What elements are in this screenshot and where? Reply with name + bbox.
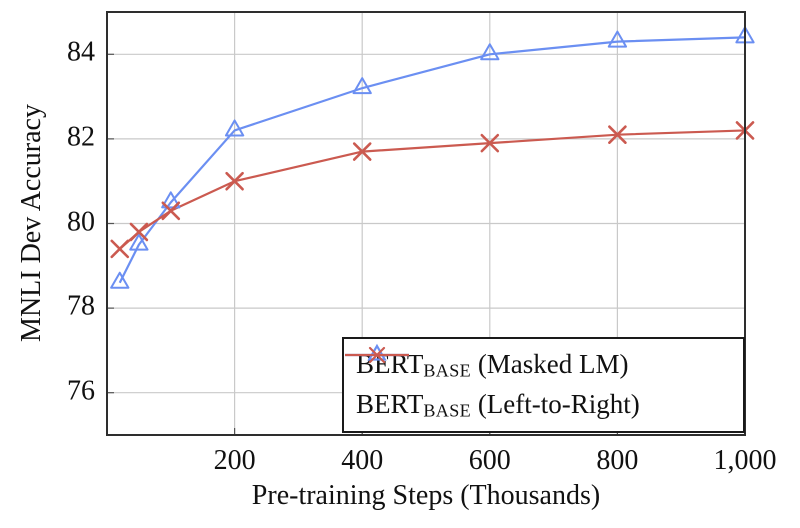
triangle-marker-icon	[367, 343, 387, 361]
triangle-marker-icon	[607, 30, 628, 48]
x-marker-icon	[368, 346, 386, 364]
triangle-marker-icon	[352, 77, 372, 95]
x-axis-title: Pre-training Steps (Thousands)	[251, 480, 601, 511]
series-line	[118, 36, 746, 284]
x-marker-icon	[480, 133, 500, 153]
triangle-marker-icon	[110, 271, 130, 289]
y-tick-label: 84	[67, 36, 95, 68]
y-tick-label: 82	[67, 121, 95, 153]
x-tick-label: 1,000	[713, 445, 777, 476]
x-tick-label: 400	[341, 445, 384, 476]
legend: BERTBASE (Masked LM) BERTBASE (Left-to-Ri…	[342, 337, 745, 433]
y-tick-label: 80	[67, 206, 95, 238]
legend-label-variant: (Left-to-Right)	[471, 388, 640, 419]
y-tick-label: 78	[67, 290, 95, 322]
x-marker-icon	[161, 201, 181, 221]
x-tick-label: 600	[468, 445, 511, 476]
legend-entry: BERTBASE (Left-to-Right)	[345, 346, 743, 421]
legend-label-variant: (Masked LM)	[471, 348, 629, 379]
triangle-marker-icon	[480, 43, 500, 61]
x-marker-icon	[608, 125, 627, 144]
triangle-marker-icon	[161, 191, 181, 209]
x-marker-icon	[110, 239, 130, 259]
legend-entry: BERTBASE (Masked LM)	[345, 343, 743, 381]
legend-label-subscript: BASE	[423, 400, 472, 421]
series-line	[119, 129, 746, 250]
legend-label-name: BERT	[356, 388, 424, 419]
triangle-marker-icon	[224, 119, 245, 137]
x-marker-icon	[352, 142, 372, 161]
plot-frame	[106, 11, 746, 436]
x-tick-label: 200	[213, 445, 256, 476]
triangle-marker-icon	[129, 233, 149, 251]
legend-label-subscript: BASE	[423, 360, 472, 381]
y-tick-label: 76	[67, 375, 95, 407]
x-marker-icon	[225, 171, 244, 191]
legend-sample-line	[345, 346, 409, 364]
legend-label: BERTBASE (Left-to-Right)	[356, 388, 640, 421]
x-tick-label: 800	[596, 445, 639, 476]
x-marker-icon	[129, 222, 149, 242]
y-axis-title: MNLI Dev Accuracy	[16, 104, 47, 342]
